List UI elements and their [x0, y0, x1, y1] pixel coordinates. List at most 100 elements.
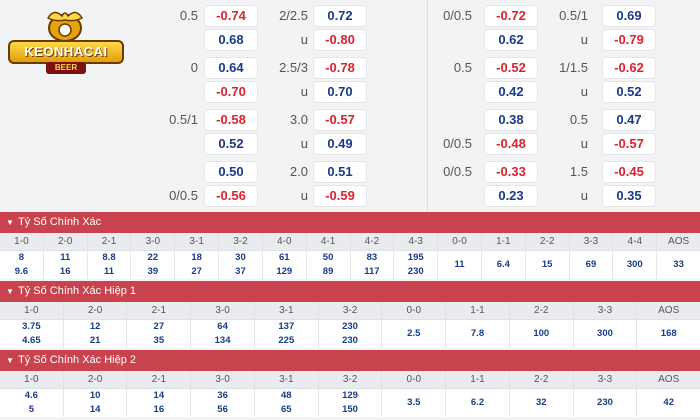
score-odds[interactable]: 300 — [626, 259, 643, 270]
score-column: 300 — [613, 251, 658, 279]
score-odds[interactable]: 4.6 — [24, 390, 38, 401]
score-odds[interactable]: 150 — [342, 404, 358, 415]
score-odds[interactable]: 225 — [278, 335, 295, 346]
score-odds[interactable]: 3.75 — [22, 321, 41, 332]
score-odds[interactable]: 300 — [597, 328, 613, 339]
score-odds[interactable]: 39 — [147, 266, 159, 277]
score-odds[interactable]: 42 — [663, 397, 674, 408]
score-odds[interactable]: 230 — [342, 335, 358, 346]
score-odds[interactable]: 56 — [217, 404, 228, 415]
score-odds[interactable]: 83 — [366, 252, 378, 263]
score-odds[interactable]: 4.65 — [22, 335, 41, 346]
score-odds[interactable]: 129 — [276, 266, 293, 277]
score-odds[interactable]: 137 — [278, 321, 295, 332]
score-column: 50 89 — [307, 251, 351, 279]
score-odds[interactable]: 64 — [217, 321, 228, 332]
odds-value[interactable]: 0.42 — [485, 82, 537, 102]
odds-value[interactable]: -0.48 — [485, 134, 537, 154]
score-grid: 1-0 2-0 2-1 3-0 3-1 3-2 0-0 1-1 2-2 3-3 AOS 4.6 5 10 1… — [0, 371, 700, 417]
score-odds[interactable]: 117 — [364, 266, 380, 277]
score-odds[interactable]: 11 — [454, 259, 465, 270]
score-odds[interactable]: 5 — [28, 404, 35, 415]
score-odds[interactable]: 50 — [322, 252, 334, 263]
score-odds[interactable]: 27 — [191, 266, 202, 277]
score-odds[interactable]: 8 — [18, 252, 25, 263]
odds-value[interactable]: 0.51 — [314, 162, 366, 182]
score-odds[interactable]: 32 — [535, 397, 547, 408]
score-odds[interactable]: 12 — [89, 321, 101, 332]
odds-value[interactable]: -0.57 — [603, 134, 655, 154]
score-odds[interactable]: 16 — [153, 404, 165, 415]
odds-value[interactable]: -0.70 — [205, 82, 257, 102]
score-odds[interactable]: 48 — [281, 390, 292, 401]
score-odds[interactable]: 35 — [153, 335, 165, 346]
score-odds[interactable]: 14 — [89, 404, 101, 415]
section-header[interactable]: ▼ Tỷ Số Chính Xác Hiệp 2 — [0, 350, 700, 371]
score-odds[interactable]: 21 — [89, 335, 101, 346]
odds-value[interactable]: -0.72 — [485, 6, 537, 26]
score-odds[interactable]: 10 — [89, 390, 101, 401]
score-odds[interactable]: 129 — [342, 390, 358, 401]
score-odds[interactable]: 33 — [673, 259, 684, 270]
score-odds[interactable]: 36 — [217, 390, 228, 401]
odds-value[interactable]: 0.69 — [603, 6, 655, 26]
score-odds[interactable]: 11 — [104, 266, 115, 277]
score-odds[interactable]: 69 — [585, 259, 597, 270]
odds-value[interactable]: -0.59 — [314, 186, 366, 206]
odds-value[interactable]: 0.23 — [485, 186, 537, 206]
score-odds[interactable]: 230 — [597, 397, 613, 408]
score-odds[interactable]: 6.2 — [470, 397, 485, 408]
score-odds[interactable]: 195 — [407, 252, 424, 263]
score-odds[interactable]: 6.4 — [496, 259, 510, 270]
section-header[interactable]: ▼ Tỷ Số Chính Xác Hiệp 1 — [0, 281, 700, 302]
score-odds[interactable]: 37 — [235, 266, 246, 277]
score-odds[interactable]: 16 — [59, 266, 71, 277]
odds-value[interactable]: -0.56 — [205, 186, 257, 206]
odds-value[interactable]: -0.33 — [485, 162, 537, 182]
odds-value[interactable]: 0.70 — [314, 82, 366, 102]
score-odds[interactable]: 22 — [147, 252, 159, 263]
odds-value[interactable]: 0.49 — [314, 134, 366, 154]
score-odds[interactable]: 9.6 — [14, 266, 29, 277]
score-odds[interactable]: 14 — [153, 390, 165, 401]
score-odds[interactable]: 27 — [153, 321, 165, 332]
odds-value[interactable]: 0.68 — [205, 30, 257, 50]
odds-value[interactable]: -0.79 — [603, 30, 655, 50]
score-odds[interactable]: 65 — [281, 404, 292, 415]
score-odds[interactable]: 11 — [60, 252, 71, 263]
score-odds[interactable]: 230 — [407, 266, 424, 277]
section-header[interactable]: ▼ Tỷ Số Chính Xác — [0, 212, 700, 233]
score-odds[interactable]: 8.8 — [102, 252, 116, 263]
odds-value[interactable]: 0.62 — [485, 30, 537, 50]
score-odds[interactable]: 3.5 — [407, 397, 421, 408]
odds-value[interactable]: -0.45 — [603, 162, 655, 182]
odds-row: 0.5 -0.74 0.68 2/2.5 u 0.72 -0.80 — [0, 4, 366, 56]
score-odds[interactable]: 2.5 — [407, 328, 421, 339]
score-odds[interactable]: 30 — [235, 252, 246, 263]
odds-value[interactable]: 0.50 — [205, 162, 257, 182]
odds-value[interactable]: -0.57 — [314, 110, 366, 130]
odds-value[interactable]: 0.35 — [603, 186, 655, 206]
score-column: 18 27 — [175, 251, 220, 279]
odds-value[interactable]: -0.80 — [314, 30, 366, 50]
odds-value[interactable]: -0.58 — [205, 110, 257, 130]
score-odds[interactable]: 134 — [214, 335, 231, 346]
score-odds[interactable]: 7.8 — [470, 328, 485, 339]
score-odds[interactable]: 168 — [660, 328, 677, 339]
odds-value[interactable]: 0.47 — [603, 110, 655, 130]
score-odds[interactable]: 230 — [342, 321, 358, 332]
odds-value[interactable]: 0.64 — [205, 58, 257, 78]
odds-value[interactable]: 0.52 — [205, 134, 257, 154]
odds-value[interactable]: -0.62 — [603, 58, 655, 78]
score-odds[interactable]: 89 — [322, 266, 334, 277]
odds-value[interactable]: -0.52 — [485, 58, 537, 78]
odds-value[interactable]: -0.74 — [205, 6, 257, 26]
score-odds[interactable]: 61 — [278, 252, 290, 263]
score-odds[interactable]: 15 — [541, 259, 553, 270]
odds-value[interactable]: -0.78 — [314, 58, 366, 78]
score-odds[interactable]: 18 — [191, 252, 202, 263]
score-odds[interactable]: 100 — [533, 328, 550, 339]
odds-value[interactable]: 0.38 — [485, 110, 537, 130]
odds-value[interactable]: 0.52 — [603, 82, 655, 102]
odds-value[interactable]: 0.72 — [314, 6, 366, 26]
